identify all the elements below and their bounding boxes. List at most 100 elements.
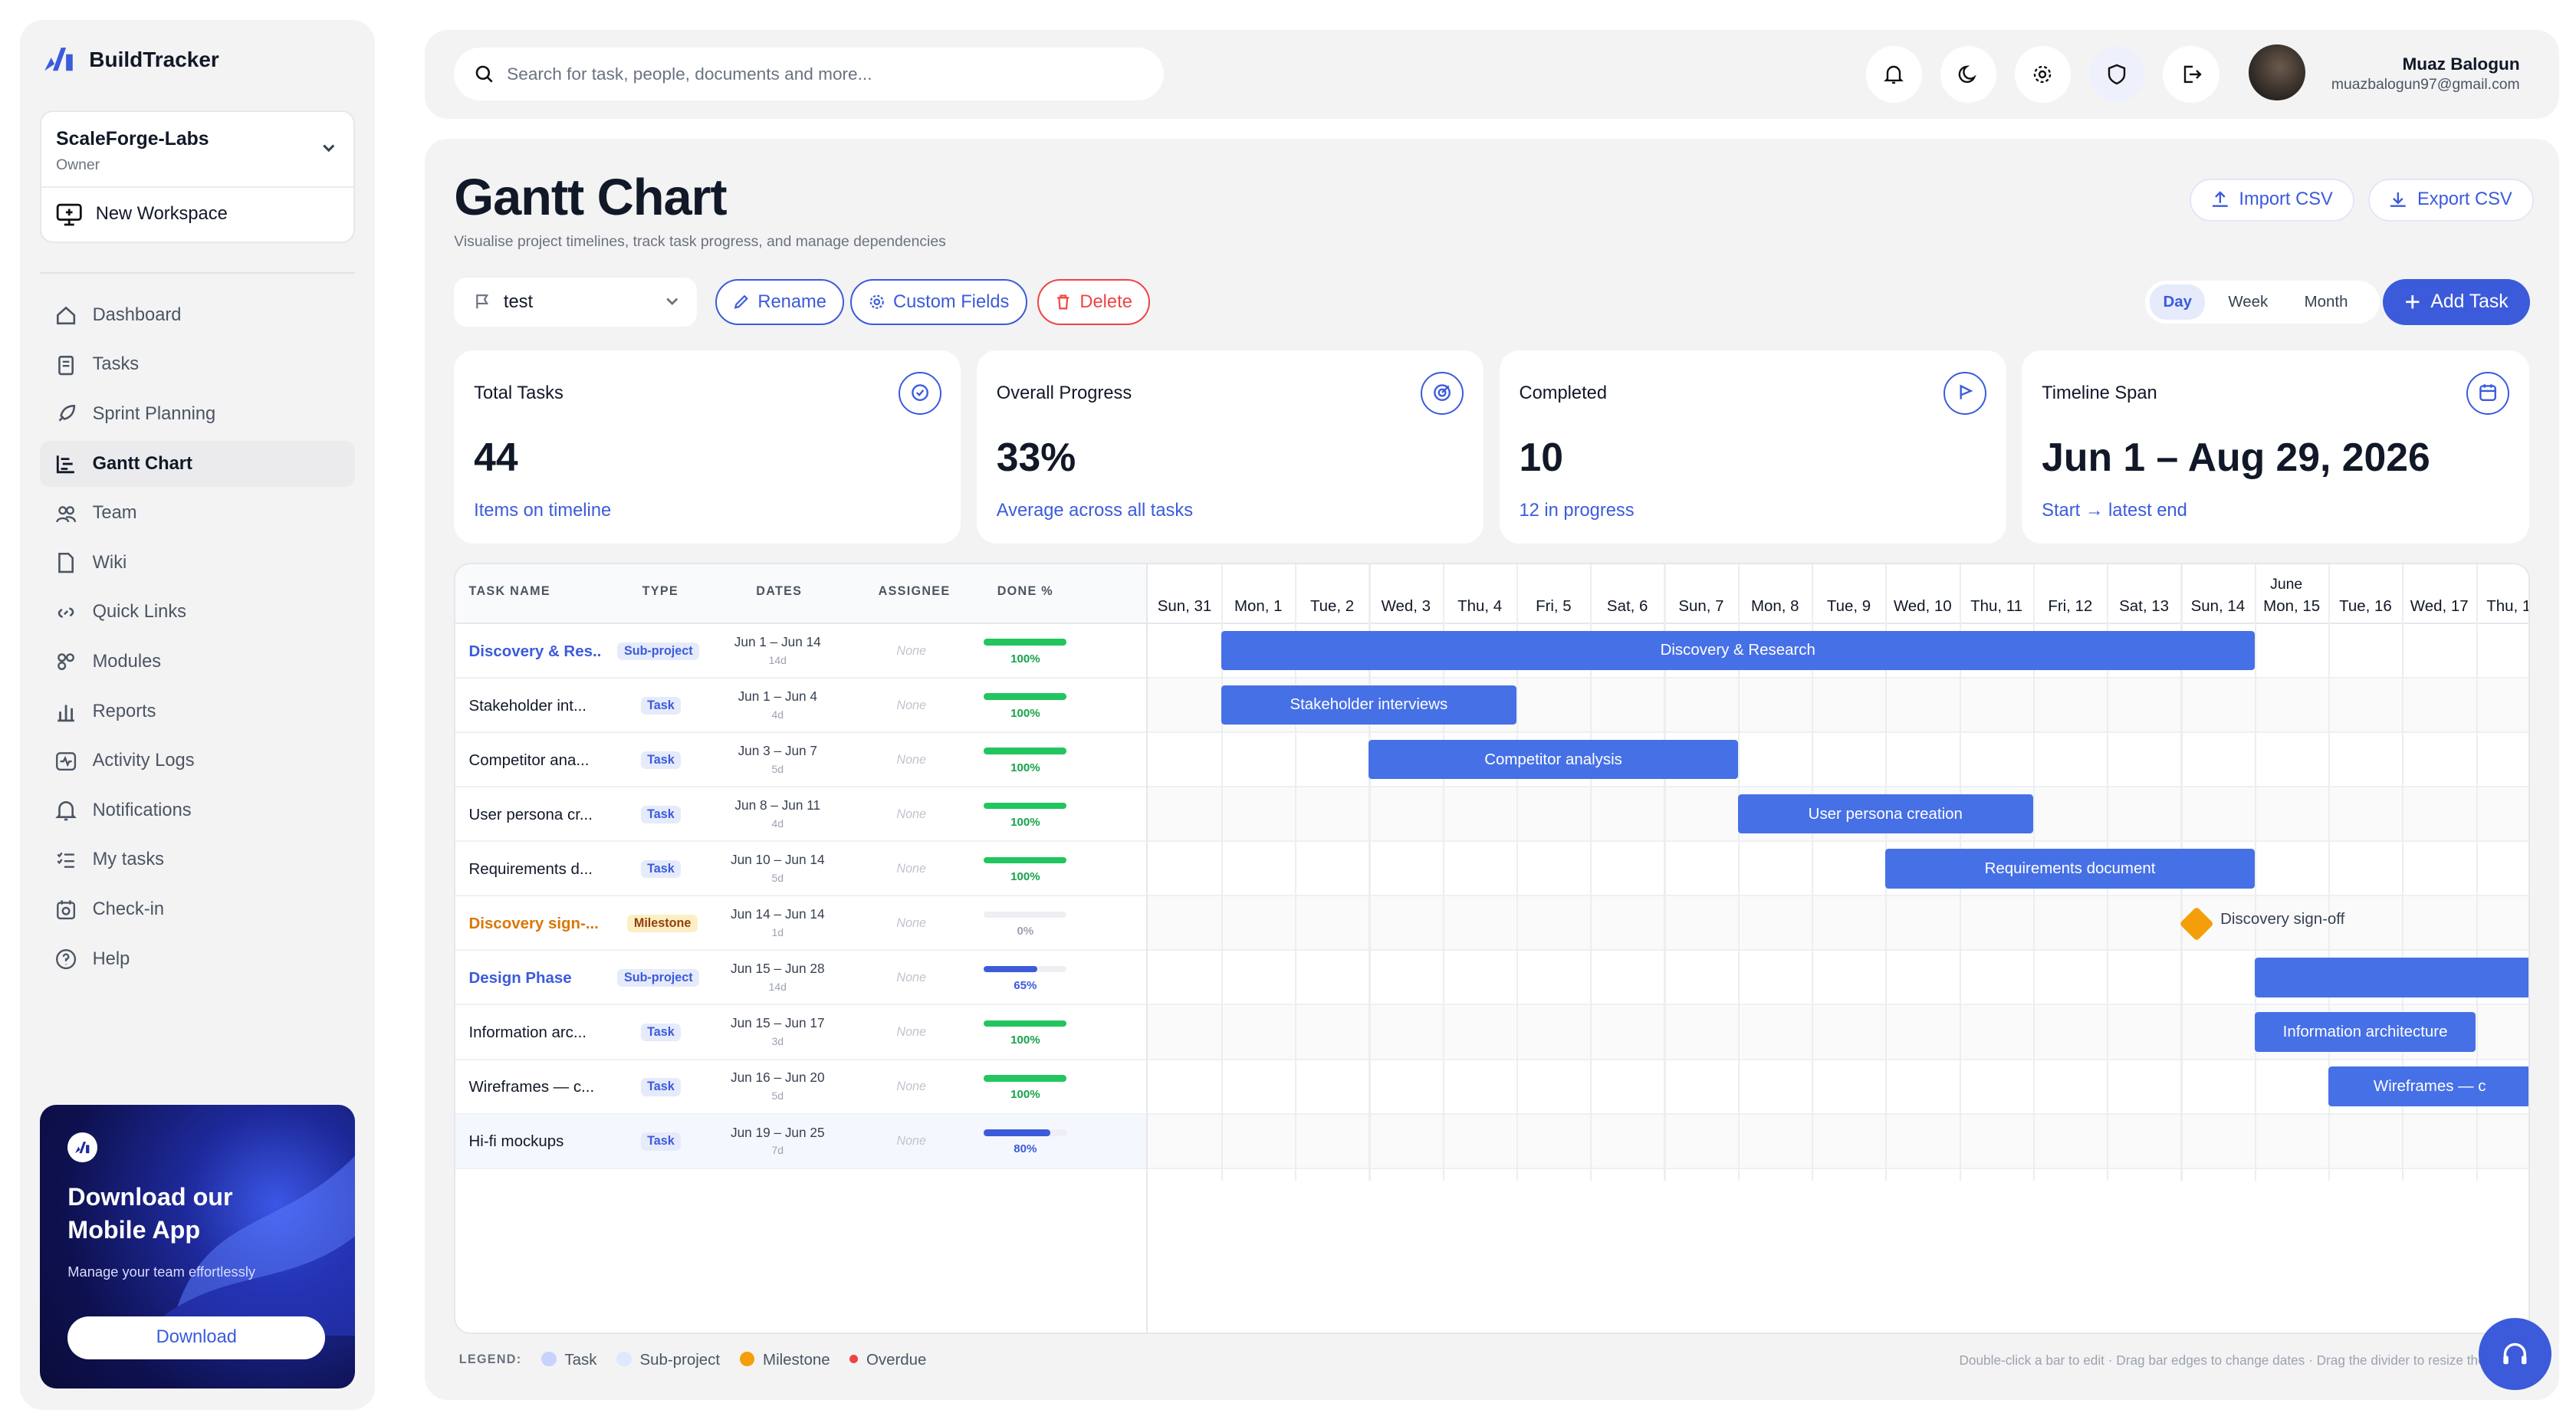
stat-label: Completed bbox=[1519, 383, 1608, 403]
table-row[interactable]: Discovery sign-... Milestone Jun 14 – Jun … bbox=[455, 896, 1146, 951]
table-row[interactable]: Stakeholder int... Task Jun 1 – Jun 4 4d Non… bbox=[455, 679, 1146, 734]
task-name[interactable]: Competitor ana... bbox=[468, 751, 590, 769]
sidebar-item-wiki[interactable]: Wiki bbox=[40, 540, 355, 586]
task-duration: 14d bbox=[768, 981, 787, 994]
sidebar-item-my-tasks[interactable]: My tasks bbox=[40, 837, 355, 883]
table-row[interactable]: Competitor ana... Task Jun 3 – Jun 7 5d None… bbox=[455, 733, 1146, 788]
sidebar-item-gantt-chart[interactable]: Gantt Chart bbox=[39, 441, 356, 488]
table-row[interactable]: Information arc... Task Jun 15 – Jun 17 3d N… bbox=[455, 1005, 1146, 1060]
sidebar-item-reports[interactable]: Reports bbox=[40, 688, 355, 735]
task-assignee[interactable]: None bbox=[896, 1025, 926, 1040]
home-icon bbox=[57, 306, 76, 325]
sidebar-item-label: Gantt Chart bbox=[92, 453, 192, 474]
search-input[interactable]: Search for task, people, documents and m… bbox=[454, 48, 1165, 101]
task-assignee[interactable]: None bbox=[896, 807, 926, 822]
task-dates: Jun 14 – Jun 14 bbox=[730, 906, 825, 922]
task-name[interactable]: Design Phase bbox=[468, 969, 572, 988]
project-select[interactable]: test bbox=[454, 277, 697, 327]
gantt-bar[interactable]: Information architecture bbox=[2254, 1012, 2476, 1052]
sidebar-item-activity-logs[interactable]: Activity Logs bbox=[40, 738, 355, 784]
table-row[interactable]: Discovery & Res... Sub-project Jun 1 – Jun… bbox=[455, 624, 1146, 679]
user-name: Muaz Balogun bbox=[2402, 54, 2520, 74]
logout-button[interactable] bbox=[2163, 46, 2220, 103]
table-row[interactable]: Wireframes — c... Task Jun 16 – Jun 20 5d No… bbox=[455, 1060, 1146, 1115]
task-assignee[interactable]: None bbox=[896, 698, 926, 712]
task-name[interactable]: Hi-fi mockups bbox=[468, 1132, 564, 1151]
task-name[interactable]: Discovery & Res... bbox=[468, 642, 601, 660]
sidebar-item-tasks[interactable]: Tasks bbox=[40, 342, 355, 388]
import-csv-button[interactable]: Import CSV bbox=[2189, 178, 2354, 222]
download-button[interactable]: Download bbox=[67, 1316, 326, 1359]
view-month[interactable]: Month bbox=[2304, 293, 2348, 311]
day-gridline bbox=[2402, 564, 2404, 1181]
task-assignee[interactable]: None bbox=[896, 1134, 926, 1149]
page-subtitle: Visualise project timelines, track task … bbox=[454, 232, 946, 250]
task-name[interactable]: Requirements d... bbox=[468, 859, 593, 878]
gantt-bar[interactable]: Discovery & Research bbox=[1221, 630, 2255, 671]
table-row[interactable]: Requirements d... Task Jun 10 – Jun 14 5d No… bbox=[455, 842, 1146, 897]
task-name[interactable]: Information arc... bbox=[468, 1024, 586, 1042]
add-task-button[interactable]: Add Task bbox=[2382, 278, 2530, 326]
day-header: Sun, 7 bbox=[1678, 597, 1724, 616]
avatar[interactable] bbox=[2249, 44, 2305, 101]
gantt-bar[interactable]: Wireframes — c bbox=[2328, 1066, 2528, 1106]
task-name[interactable]: Discovery sign-... bbox=[468, 915, 599, 933]
new-workspace-button[interactable]: New Workspace bbox=[56, 203, 228, 226]
reports-icon bbox=[58, 705, 74, 722]
add-task-label: Add Task bbox=[2430, 291, 2509, 313]
view-week[interactable]: Week bbox=[2228, 293, 2269, 311]
task-assignee[interactable]: None bbox=[896, 971, 926, 985]
gantt-bar[interactable] bbox=[2254, 958, 2528, 997]
theme-toggle-button[interactable] bbox=[1940, 46, 1996, 103]
day-gridline bbox=[1442, 564, 1444, 1181]
task-name[interactable]: User persona cr... bbox=[468, 805, 593, 823]
new-workspace-label: New Workspace bbox=[95, 204, 228, 225]
sidebar-item-label: My tasks bbox=[92, 850, 165, 870]
table-row[interactable]: User persona cr... Task Jun 8 – Jun 11 4d No… bbox=[455, 787, 1146, 843]
task-assignee[interactable]: None bbox=[896, 1080, 926, 1094]
gantt-bar[interactable]: Competitor analysis bbox=[1368, 739, 1738, 780]
settings-button[interactable] bbox=[2014, 46, 2071, 103]
task-name[interactable]: Stakeholder int... bbox=[468, 696, 587, 715]
security-button[interactable] bbox=[2088, 46, 2145, 103]
task-assignee[interactable]: None bbox=[896, 916, 926, 931]
sidebar-item-notifications[interactable]: Notifications bbox=[40, 787, 355, 833]
table-row[interactable]: Design Phase Sub-project Jun 15 – Jun 28 14… bbox=[455, 951, 1146, 1006]
sidebar-item-modules[interactable]: Modules bbox=[40, 639, 355, 685]
legend-label: Milestone bbox=[763, 1350, 830, 1369]
support-button[interactable] bbox=[2478, 1317, 2551, 1391]
gantt-bar[interactable]: Stakeholder interviews bbox=[1221, 685, 1516, 725]
day-header: Mon, 15 bbox=[2263, 597, 2321, 616]
type-badge: Task bbox=[640, 1132, 682, 1151]
chevron-down-icon[interactable] bbox=[320, 139, 337, 156]
sidebar-item-check-in[interactable]: Check-in bbox=[40, 886, 355, 932]
day-header: Fri, 5 bbox=[1536, 597, 1572, 616]
brand[interactable]: BuildTracker bbox=[43, 46, 219, 72]
gantt-bar[interactable]: User persona creation bbox=[1737, 794, 2033, 834]
day-gridline bbox=[2476, 564, 2478, 1181]
sidebar-item-help[interactable]: Help bbox=[40, 936, 355, 982]
workspace-switcher[interactable]: ScaleForge-Labs Owner New Workspace bbox=[39, 110, 356, 243]
export-csv-button[interactable]: Export CSV bbox=[2367, 178, 2534, 222]
task-assignee[interactable]: None bbox=[896, 752, 926, 767]
custom-fields-button[interactable]: Custom Fields bbox=[850, 278, 1027, 326]
user-profile[interactable]: Muaz Balogun muazbalogun97@gmail.com bbox=[2249, 44, 2546, 104]
sidebar-item-dashboard[interactable]: Dashboard bbox=[40, 292, 355, 338]
task-assignee[interactable]: None bbox=[896, 643, 926, 658]
table-row[interactable]: Hi-fi mockups Task Jun 19 – Jun 25 7d None 80… bbox=[455, 1114, 1146, 1169]
task-assignee[interactable]: None bbox=[896, 862, 926, 876]
delete-button[interactable]: Delete bbox=[1037, 278, 1151, 326]
task-name[interactable]: Wireframes — c... bbox=[468, 1078, 595, 1096]
view-day[interactable]: Day bbox=[2150, 284, 2206, 320]
notifications-button[interactable] bbox=[1865, 46, 1922, 103]
sidebar-item-sprint-planning[interactable]: Sprint Planning bbox=[40, 391, 355, 437]
rename-button[interactable]: Rename bbox=[715, 278, 845, 326]
moon-icon bbox=[1959, 65, 1977, 84]
task-duration: 14d bbox=[768, 653, 787, 666]
gantt-bar[interactable]: Requirements document bbox=[1885, 848, 2255, 889]
sidebar-item-team[interactable]: Team bbox=[40, 491, 355, 537]
stat-card-completed: Completed 10 12 in progress bbox=[1499, 350, 2006, 544]
buildtracker-logo-icon bbox=[44, 48, 73, 71]
sidebar-item-label: Quick Links bbox=[92, 602, 187, 623]
sidebar-item-quick-links[interactable]: Quick Links bbox=[40, 590, 355, 636]
